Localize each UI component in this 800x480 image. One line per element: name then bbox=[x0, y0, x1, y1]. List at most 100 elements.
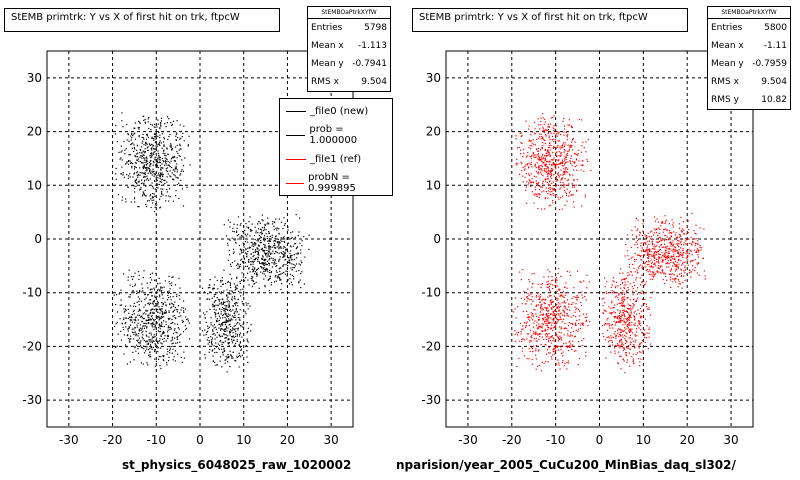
scatter-point bbox=[649, 250, 651, 252]
scatter-point bbox=[157, 135, 159, 137]
scatter-point bbox=[528, 279, 530, 281]
scatter-point bbox=[553, 174, 555, 176]
scatter-point bbox=[247, 361, 249, 363]
scatter-point bbox=[221, 341, 223, 343]
scatter-point bbox=[620, 292, 623, 294]
scatter-point bbox=[228, 304, 230, 306]
scatter-point bbox=[657, 221, 659, 223]
scatter-point bbox=[165, 155, 167, 157]
scatter-point bbox=[271, 246, 273, 248]
scatter-point bbox=[176, 132, 178, 134]
scatter-point bbox=[611, 341, 613, 343]
scatter-point bbox=[145, 334, 147, 336]
scatter-point bbox=[653, 256, 655, 258]
scatter-point bbox=[556, 279, 558, 281]
scatter-point bbox=[696, 272, 699, 274]
scatter-point bbox=[220, 302, 222, 304]
scatter-point bbox=[545, 333, 547, 335]
scatter-point bbox=[174, 328, 176, 330]
scatter-point bbox=[221, 335, 223, 337]
scatter-point bbox=[153, 153, 155, 156]
scatter-point bbox=[569, 346, 571, 348]
scatter-point bbox=[607, 317, 609, 319]
scatter-point bbox=[156, 316, 158, 318]
scatter-point bbox=[147, 149, 149, 151]
scatter-point bbox=[154, 203, 157, 205]
scatter-point bbox=[537, 118, 539, 120]
scatter-point bbox=[161, 294, 163, 296]
scatter-point bbox=[542, 323, 545, 325]
scatter-point bbox=[625, 243, 627, 246]
scatter-point bbox=[569, 146, 571, 148]
scatter-point bbox=[146, 147, 148, 149]
scatter-point bbox=[141, 336, 143, 338]
scatter-point bbox=[256, 275, 258, 277]
scatter-point bbox=[278, 243, 280, 245]
scatter-point bbox=[159, 159, 161, 161]
scatter-point bbox=[223, 342, 225, 344]
scatter-point bbox=[266, 235, 268, 238]
scatter-point bbox=[621, 298, 623, 300]
scatter-point bbox=[127, 133, 129, 135]
scatter-point bbox=[530, 148, 532, 150]
scatter-point bbox=[569, 190, 571, 192]
scatter-point bbox=[703, 228, 705, 230]
scatter-point bbox=[268, 289, 270, 292]
scatter-point bbox=[675, 277, 677, 280]
scatter-point bbox=[678, 283, 680, 285]
scatter-point bbox=[549, 299, 551, 301]
scatter-point bbox=[623, 298, 625, 300]
scatter-point bbox=[550, 295, 552, 297]
scatter-point bbox=[623, 284, 625, 286]
scatter-point bbox=[542, 180, 544, 183]
scatter-point bbox=[141, 136, 143, 138]
scatter-point bbox=[686, 257, 688, 259]
scatter-point bbox=[618, 294, 620, 296]
scatter-point bbox=[153, 175, 155, 177]
scatter-point bbox=[120, 339, 123, 341]
scatter-point bbox=[168, 118, 170, 120]
scatter-point bbox=[165, 168, 167, 170]
scatter-point bbox=[671, 255, 673, 257]
scatter-point bbox=[653, 271, 655, 273]
scatter-point bbox=[674, 247, 676, 249]
scatter-point bbox=[567, 333, 569, 335]
scatter-point bbox=[230, 293, 232, 295]
scatter-point bbox=[556, 363, 558, 365]
scatter-point bbox=[129, 176, 131, 178]
scatter-point bbox=[670, 235, 672, 237]
scatter-point bbox=[623, 320, 625, 322]
scatter-point bbox=[534, 320, 536, 322]
scatter-point bbox=[553, 115, 555, 117]
scatter-point bbox=[550, 132, 552, 134]
scatter-point bbox=[666, 239, 668, 241]
scatter-point bbox=[128, 296, 130, 298]
scatter-point bbox=[538, 338, 540, 340]
scatter-point bbox=[573, 287, 575, 289]
scatter-point bbox=[155, 160, 157, 162]
scatter-point bbox=[235, 287, 237, 289]
scatter-point bbox=[152, 193, 154, 195]
scatter-point bbox=[141, 283, 143, 285]
scatter-point bbox=[528, 140, 530, 142]
scatter-point bbox=[564, 322, 566, 325]
scatter-point bbox=[220, 340, 222, 342]
scatter-point bbox=[258, 251, 260, 253]
scatter-point bbox=[644, 283, 646, 285]
scatter-point bbox=[664, 243, 666, 245]
scatter-point bbox=[515, 138, 517, 140]
scatter-point bbox=[676, 249, 678, 251]
scatter-point bbox=[543, 330, 545, 332]
scatter-point bbox=[149, 155, 151, 157]
scatter-point bbox=[237, 298, 239, 301]
scatter-point bbox=[257, 254, 259, 256]
scatter-point bbox=[557, 140, 559, 142]
scatter-point bbox=[543, 168, 545, 170]
scatter-point bbox=[628, 264, 631, 266]
scatter-point bbox=[564, 292, 566, 294]
scatter-point bbox=[238, 344, 240, 346]
scatter-point bbox=[547, 316, 549, 318]
scatter-point bbox=[273, 240, 275, 242]
scatter-point bbox=[170, 160, 172, 162]
scatter-point bbox=[577, 364, 579, 366]
